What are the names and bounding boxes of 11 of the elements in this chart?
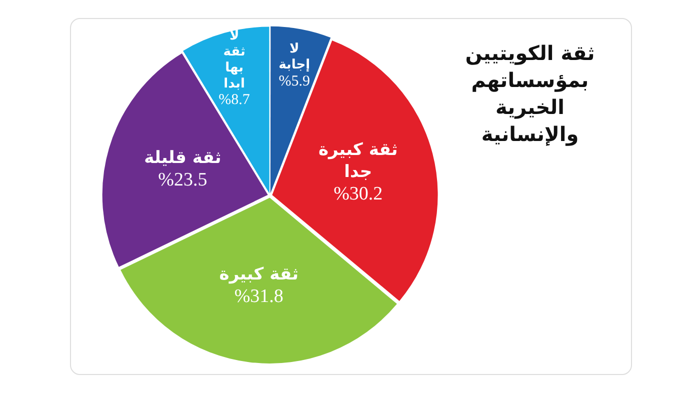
data-label: %30.2	[334, 184, 383, 205]
slice-label: ثقة كبيرة	[219, 264, 299, 284]
data-label: %5.9	[278, 73, 310, 90]
slice-label: ثقة قليلة	[144, 148, 222, 168]
data-label: %23.5	[158, 170, 208, 191]
data-label: %8.7	[218, 92, 250, 108]
data-label: %31.8	[234, 286, 284, 307]
slice-label: لا ثقة بها ابدا	[223, 28, 246, 92]
slice-label: لا إجابة	[278, 42, 310, 73]
slice-label: ثقة كبيرة جدا	[318, 140, 398, 182]
text: ثقة الكويتيين بمؤسساتهم الخيرية والإنسانية	[464, 40, 596, 148]
